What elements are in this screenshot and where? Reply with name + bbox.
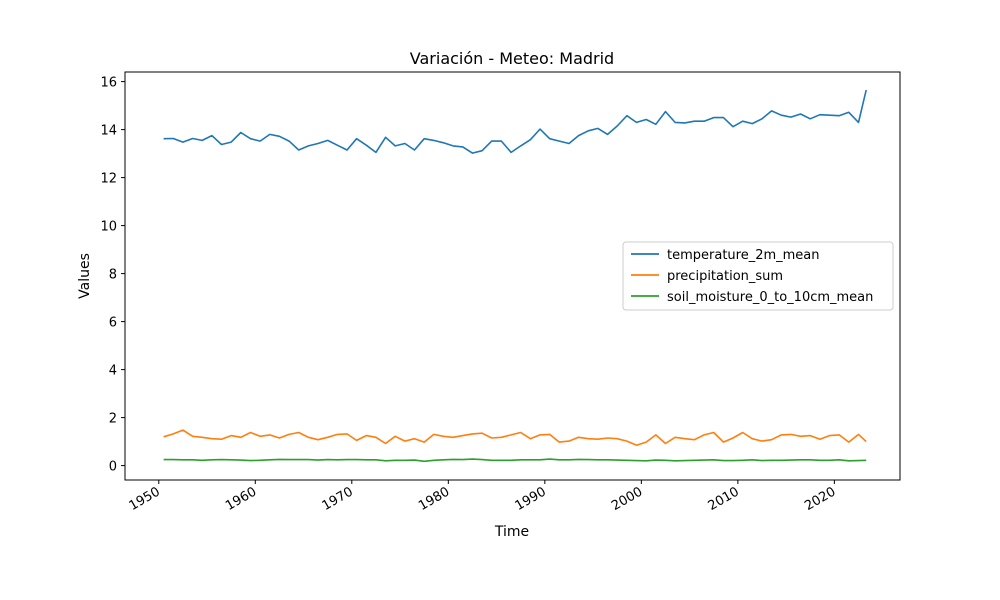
y-tick-label: 12 <box>100 172 117 187</box>
x-tick-label: 2010 <box>706 484 742 514</box>
x-tick-label: 1980 <box>416 484 452 514</box>
x-tick-label: 1990 <box>513 484 549 514</box>
y-tick-label: 6 <box>109 316 117 331</box>
y-tick-label: 0 <box>109 460 117 475</box>
legend-box <box>622 241 894 311</box>
y-axis: 0 2 4 6 8 10 12 14 16 <box>100 76 125 475</box>
x-tick-label: 2020 <box>802 484 838 514</box>
series-line-temperature_2m_mean <box>163 89 867 154</box>
x-axis: 1950 1960 1970 1980 1990 2000 2010 2020 <box>127 480 838 514</box>
legend-label: soil_moisture_0_to_10cm_mean <box>667 290 873 305</box>
y-tick-label: 14 <box>100 124 117 139</box>
x-tick-label: 1970 <box>320 484 356 514</box>
y-tick-label: 4 <box>109 364 117 379</box>
legend-label: precipitation_sum <box>667 269 783 284</box>
plot-area-frame <box>124 71 901 481</box>
y-axis-title: Values <box>77 253 93 299</box>
y-tick-label: 16 <box>100 76 117 91</box>
x-tick-label: 1950 <box>127 484 163 514</box>
x-tick-label: 2000 <box>609 484 645 514</box>
legend-label: temperature_2m_mean <box>667 248 820 263</box>
series-line-soil_moisture_0_to_10cm_mean <box>163 458 867 463</box>
legend: temperature_2m_mean precipitation_sumsoil… <box>622 241 894 311</box>
series-line-precipitation_sum <box>163 429 867 447</box>
chart-title: Variación - Meteo: Madrid <box>410 49 614 68</box>
y-tick-label: 8 <box>109 268 117 283</box>
series-layer <box>163 89 867 463</box>
y-tick-label: 10 <box>100 220 117 235</box>
x-axis-title: Time <box>494 524 529 540</box>
y-tick-label: 2 <box>109 412 117 427</box>
x-tick-label: 1960 <box>223 484 259 514</box>
